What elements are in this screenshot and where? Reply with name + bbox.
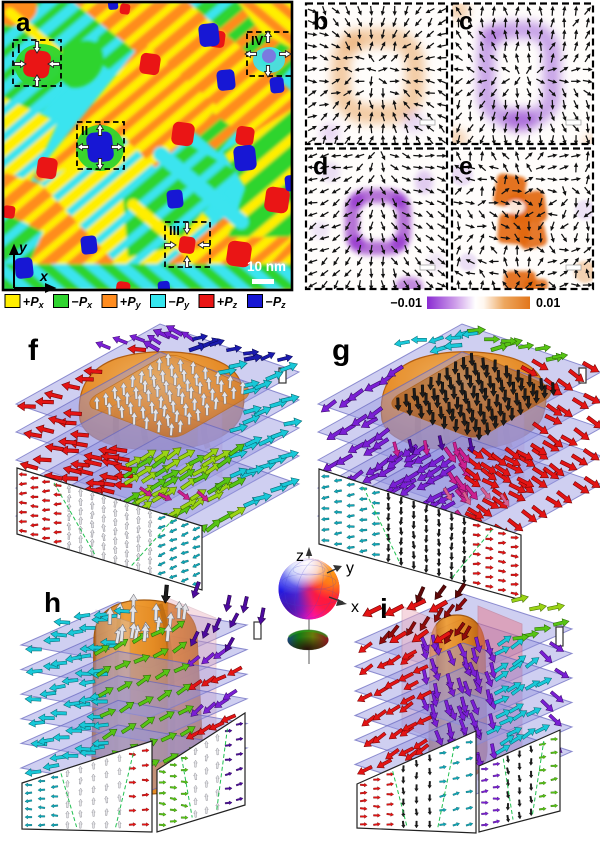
svg-text:e: e bbox=[459, 153, 473, 181]
svg-text:x: x bbox=[351, 599, 359, 616]
svg-text:i: i bbox=[380, 593, 388, 624]
svg-text:+Px: +Px bbox=[23, 295, 45, 310]
svg-text:+Pz: +Pz bbox=[217, 295, 238, 310]
svg-text:−0.01: −0.01 bbox=[390, 296, 422, 310]
svg-text:+Py: +Py bbox=[120, 295, 142, 310]
svg-text:10 nm: 10 nm bbox=[247, 259, 286, 274]
svg-text:0.01: 0.01 bbox=[536, 296, 560, 310]
svg-text:y: y bbox=[18, 239, 28, 255]
svg-text:x: x bbox=[39, 268, 49, 284]
svg-text:−Py: −Py bbox=[169, 295, 191, 310]
svg-text:I: I bbox=[17, 41, 21, 56]
svg-text:f: f bbox=[28, 334, 39, 367]
svg-text:IV: IV bbox=[251, 33, 264, 48]
svg-text:−Pz: −Pz bbox=[266, 295, 287, 310]
svg-text:h: h bbox=[44, 587, 61, 618]
svg-text:b: b bbox=[313, 8, 328, 36]
svg-text:III: III bbox=[169, 223, 180, 238]
svg-text:z: z bbox=[296, 548, 304, 565]
svg-text:−Px: −Px bbox=[72, 295, 94, 310]
svg-text:II: II bbox=[81, 123, 88, 138]
svg-text:y: y bbox=[346, 560, 354, 577]
svg-text:c: c bbox=[459, 8, 473, 36]
svg-text:d: d bbox=[313, 153, 328, 181]
svg-text:g: g bbox=[332, 334, 350, 367]
svg-text:a: a bbox=[16, 7, 31, 37]
